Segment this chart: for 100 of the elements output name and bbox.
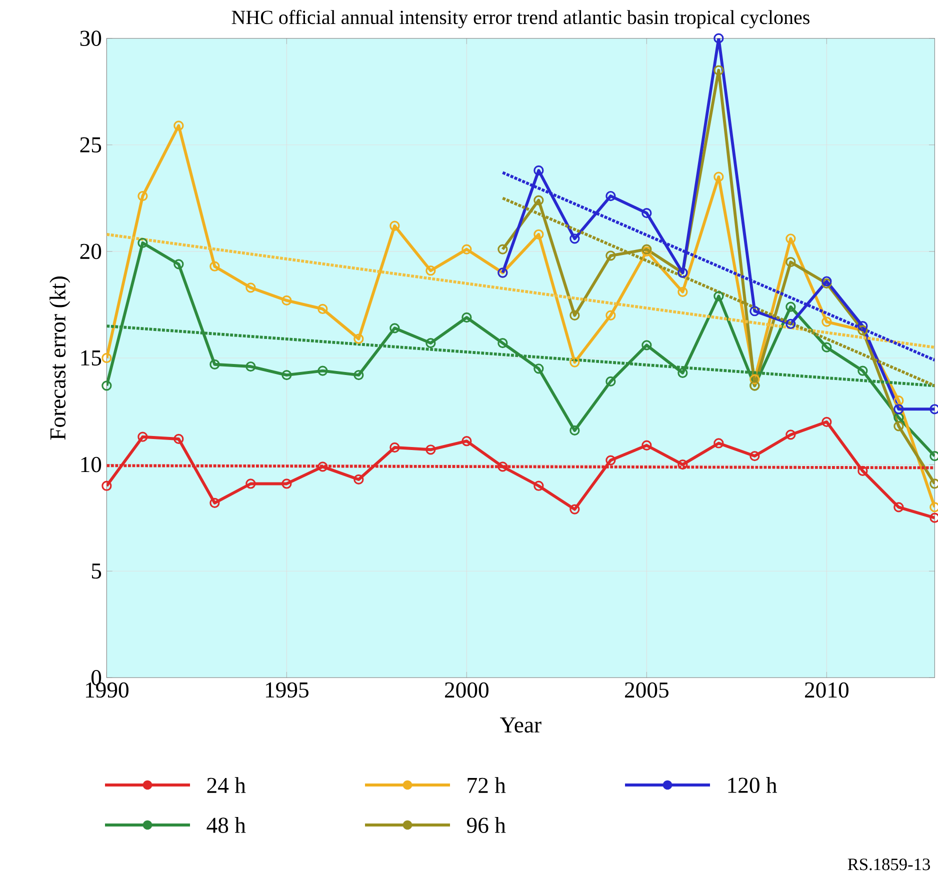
point xyxy=(642,340,652,350)
text: RS.1859-13 xyxy=(848,858,930,870)
y-tick-label: 15 xyxy=(81,350,102,366)
point xyxy=(894,421,904,432)
point xyxy=(102,480,112,491)
point xyxy=(570,504,580,514)
point xyxy=(282,370,292,380)
point xyxy=(426,444,436,455)
point xyxy=(354,370,364,380)
point xyxy=(894,404,904,414)
point xyxy=(786,302,796,312)
y-tick-label: 30 xyxy=(80,30,102,46)
point xyxy=(606,250,616,261)
point xyxy=(894,412,904,423)
legend-label: 72 h xyxy=(468,777,506,793)
legend-label: 24 h xyxy=(207,777,246,793)
y-tick-label: 5 xyxy=(92,564,102,579)
point xyxy=(570,310,580,320)
point xyxy=(678,286,688,297)
x-tick-label: 2010 xyxy=(805,682,848,698)
point xyxy=(282,295,292,306)
point xyxy=(858,366,868,376)
point xyxy=(678,368,688,378)
point xyxy=(534,165,544,176)
x-tick-label: 2005 xyxy=(625,682,668,698)
point xyxy=(102,352,112,364)
point xyxy=(534,195,544,206)
point xyxy=(498,462,508,472)
point xyxy=(390,220,400,231)
point xyxy=(462,244,472,254)
point xyxy=(354,334,364,344)
x-tick-label: 2000 xyxy=(445,682,488,698)
point xyxy=(462,436,472,446)
point xyxy=(174,434,184,444)
point xyxy=(606,190,616,202)
point xyxy=(246,478,256,489)
point xyxy=(282,478,292,489)
chart-title: NHC official annual intensity error trend atlantic basin tropical cyclones xyxy=(232,10,810,28)
point xyxy=(102,380,112,391)
point xyxy=(606,455,616,466)
point xyxy=(534,364,544,374)
point xyxy=(498,338,508,348)
point xyxy=(318,304,328,314)
point xyxy=(426,266,436,276)
x-tick-label: 1995 xyxy=(266,682,308,698)
point xyxy=(786,318,796,329)
point xyxy=(354,474,364,485)
y-axis-title: Forecast error (kt) xyxy=(50,276,70,440)
point xyxy=(642,208,652,218)
point xyxy=(498,244,508,254)
point xyxy=(390,323,400,334)
point xyxy=(894,502,904,512)
y-tick-label: 25 xyxy=(80,137,102,153)
x-axis-title: Year xyxy=(500,717,542,733)
point xyxy=(318,462,328,472)
point xyxy=(426,338,436,348)
point xyxy=(822,342,832,352)
point xyxy=(210,261,220,272)
point xyxy=(138,190,148,202)
point xyxy=(534,480,544,491)
point xyxy=(570,357,580,368)
point xyxy=(606,310,616,320)
point xyxy=(570,425,580,436)
point xyxy=(786,234,796,244)
point xyxy=(570,234,580,244)
point xyxy=(678,459,688,470)
point xyxy=(138,432,148,442)
point xyxy=(750,306,760,316)
legend-label: 120 h xyxy=(728,777,777,793)
point xyxy=(714,65,724,76)
legend-label: 48 h xyxy=(206,817,246,833)
point xyxy=(210,359,220,370)
point xyxy=(786,257,796,268)
point xyxy=(462,312,472,323)
point xyxy=(210,498,220,508)
point xyxy=(858,466,868,476)
point xyxy=(606,376,616,387)
point xyxy=(822,316,832,327)
point xyxy=(786,430,796,440)
legend-label: 96 h xyxy=(467,817,506,833)
point xyxy=(642,440,652,450)
y-tick-label: 10 xyxy=(81,456,102,472)
point xyxy=(714,438,724,448)
point xyxy=(714,172,724,182)
point xyxy=(750,450,760,462)
point xyxy=(138,238,148,248)
point xyxy=(390,442,400,453)
point xyxy=(858,320,868,332)
point xyxy=(750,374,760,384)
point xyxy=(318,366,328,376)
point xyxy=(534,229,544,240)
point xyxy=(174,259,184,270)
point xyxy=(714,33,724,44)
y-tick-label: 20 xyxy=(80,244,102,260)
point xyxy=(822,416,832,427)
point xyxy=(246,282,256,293)
point xyxy=(894,396,904,406)
point xyxy=(714,291,724,302)
point xyxy=(246,361,256,372)
point xyxy=(642,246,652,257)
